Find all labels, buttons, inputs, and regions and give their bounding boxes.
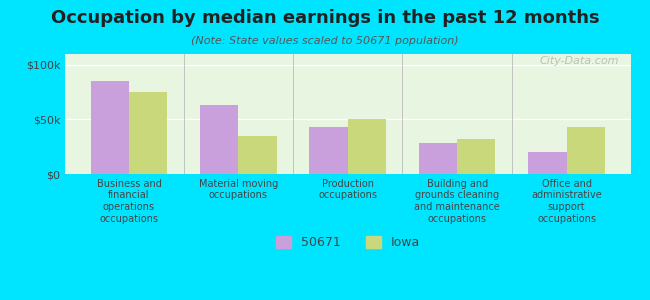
Legend: 50671, Iowa: 50671, Iowa: [271, 230, 424, 254]
Text: (Note: State values scaled to 50671 population): (Note: State values scaled to 50671 popu…: [191, 36, 459, 46]
Bar: [129, 92, 167, 174]
Bar: [567, 127, 604, 174]
Text: Occupation by median earnings in the past 12 months: Occupation by median earnings in the pas…: [51, 9, 599, 27]
Bar: [457, 139, 495, 174]
Text: City-Data.com: City-Data.com: [540, 56, 619, 66]
Bar: [348, 119, 386, 174]
Bar: [91, 81, 129, 174]
Bar: [528, 152, 567, 174]
Bar: [419, 143, 457, 174]
Bar: [200, 105, 239, 174]
Bar: [239, 136, 277, 174]
Bar: [309, 127, 348, 174]
